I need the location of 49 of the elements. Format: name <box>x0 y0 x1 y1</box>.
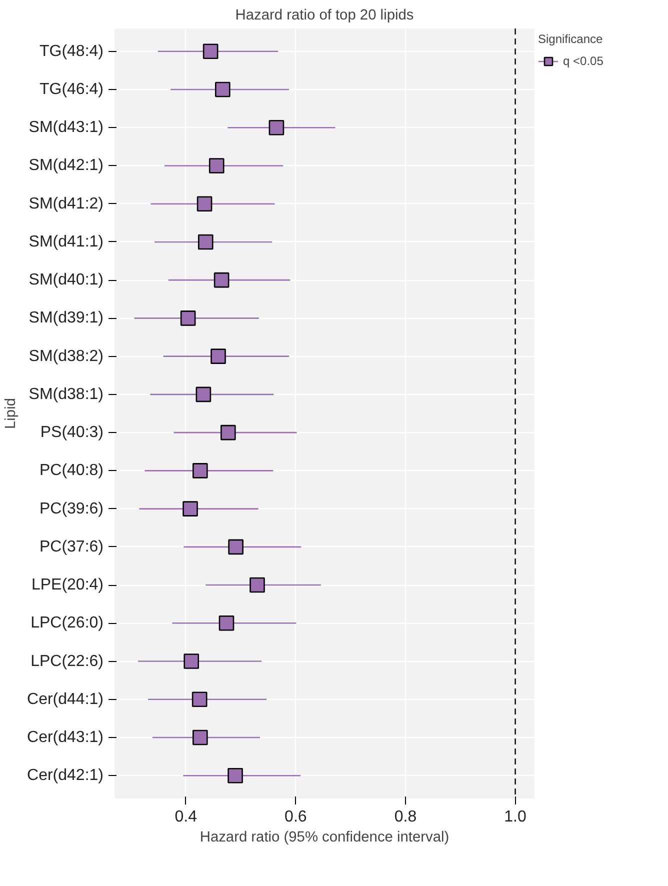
y-tick-label: Cer(d43:1) <box>27 729 104 746</box>
y-tick-label: SM(d39:1) <box>28 310 104 327</box>
legend-title: Significance <box>538 32 604 46</box>
y-tick-label: SM(d38:2) <box>28 348 104 365</box>
y-axis-title: Lipid <box>3 398 20 429</box>
y-tick-label: SM(d43:1) <box>28 119 104 136</box>
point <box>196 386 212 402</box>
point <box>208 158 224 174</box>
y-tick-label: LPE(20:4) <box>31 576 104 594</box>
y-tick-label: SM(d38:1) <box>28 386 104 403</box>
point <box>192 692 208 708</box>
point <box>184 654 200 669</box>
y-tick-label: PS(40:3) <box>40 424 104 442</box>
y-tick-label: SM(d40:1) <box>28 272 104 289</box>
point <box>268 120 284 136</box>
y-tick-label: LPC(26:0) <box>30 614 104 632</box>
chart-title: Hazard ratio of top 20 lipids <box>235 8 414 24</box>
point <box>192 730 208 746</box>
legend-label: q <0.05 <box>563 54 604 68</box>
y-tick-label: PC(39:6) <box>39 500 104 518</box>
x-tick-label: 1.0 <box>504 808 527 826</box>
y-tick-label: PC(40:8) <box>39 462 104 480</box>
point <box>220 424 236 440</box>
x-tick-label: 0.8 <box>394 808 417 826</box>
y-tick-label: Cer(d42:1) <box>27 767 104 784</box>
point <box>202 44 218 60</box>
y-tick-label: SM(d41:1) <box>28 233 104 250</box>
point <box>218 616 234 631</box>
x-tick-label: 0.4 <box>174 808 198 826</box>
point <box>215 82 230 98</box>
point <box>214 272 230 288</box>
point <box>180 310 196 326</box>
point <box>192 463 208 478</box>
point <box>196 196 212 212</box>
y-tick-label: SM(d42:1) <box>28 157 104 174</box>
y-tick-label: TG(48:4) <box>39 42 104 60</box>
y-tick-label: SM(d41:2) <box>28 195 104 212</box>
point <box>228 539 244 555</box>
x-axis-title: Hazard ratio (95% confidence interval) <box>200 830 450 846</box>
point <box>198 234 214 250</box>
y-tick-label: LPC(22:6) <box>30 652 104 670</box>
point <box>250 577 265 593</box>
point <box>210 348 226 364</box>
x-tick-label: 0.6 <box>284 808 307 826</box>
point <box>182 501 198 516</box>
y-tick-label: PC(37:6) <box>39 538 104 556</box>
y-tick-label: TG(46:4) <box>39 80 104 98</box>
point <box>228 768 243 784</box>
y-tick-label: Cer(d44:1) <box>27 690 104 708</box>
